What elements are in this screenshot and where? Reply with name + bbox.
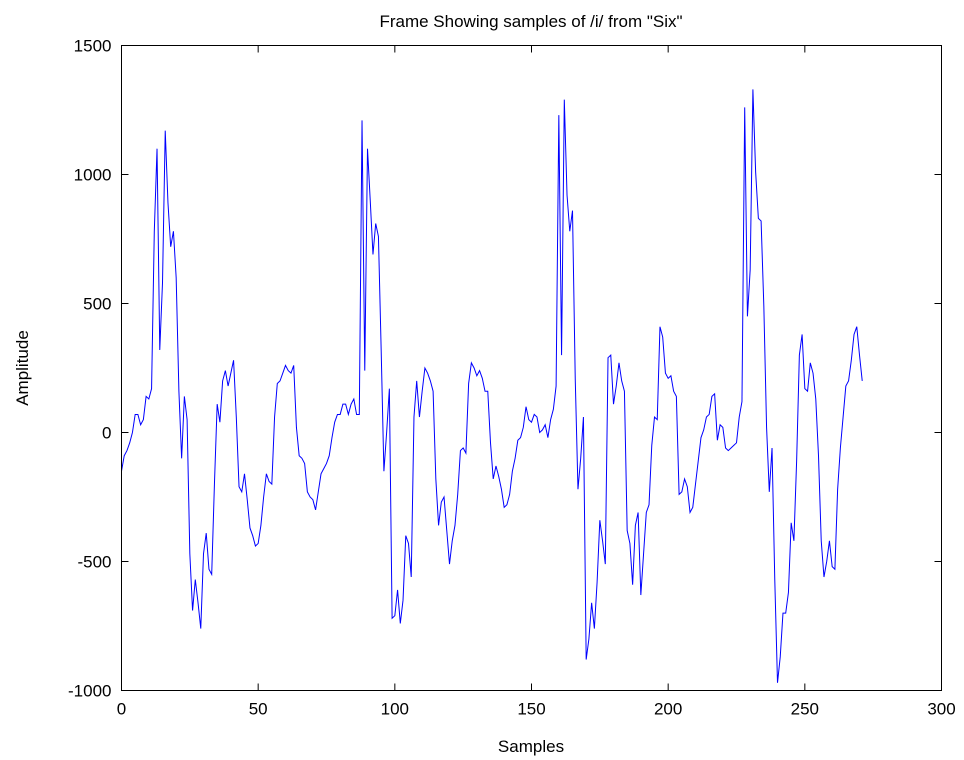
x-tick-label: 250: [791, 700, 819, 719]
y-tick-label: 0: [102, 424, 111, 443]
x-tick-label: 0: [117, 700, 126, 719]
y-tick-label: 1000: [74, 166, 112, 185]
y-tick-label: -1000: [68, 682, 111, 701]
chart-title: Frame Showing samples of /i/ from "Six": [379, 12, 682, 31]
y-tick-label: 500: [83, 295, 111, 314]
y-tick-label: -500: [77, 553, 111, 572]
x-axis-label: Samples: [498, 737, 564, 756]
axis-ticks: 0 50 100 150 200 250 300 -1000 -500 0 500 1000 1500: [68, 37, 956, 719]
plot-area: [121, 89, 863, 683]
x-tick-label: 100: [381, 700, 409, 719]
y-axis-label: Amplitude: [13, 330, 32, 406]
y-tick-label: 1500: [74, 37, 112, 56]
x-tick-label: 50: [249, 700, 268, 719]
x-tick-label: 200: [654, 700, 682, 719]
x-tick-label: 300: [927, 700, 955, 719]
x-tick-label: 150: [517, 700, 545, 719]
series-line-0: [121, 89, 863, 683]
